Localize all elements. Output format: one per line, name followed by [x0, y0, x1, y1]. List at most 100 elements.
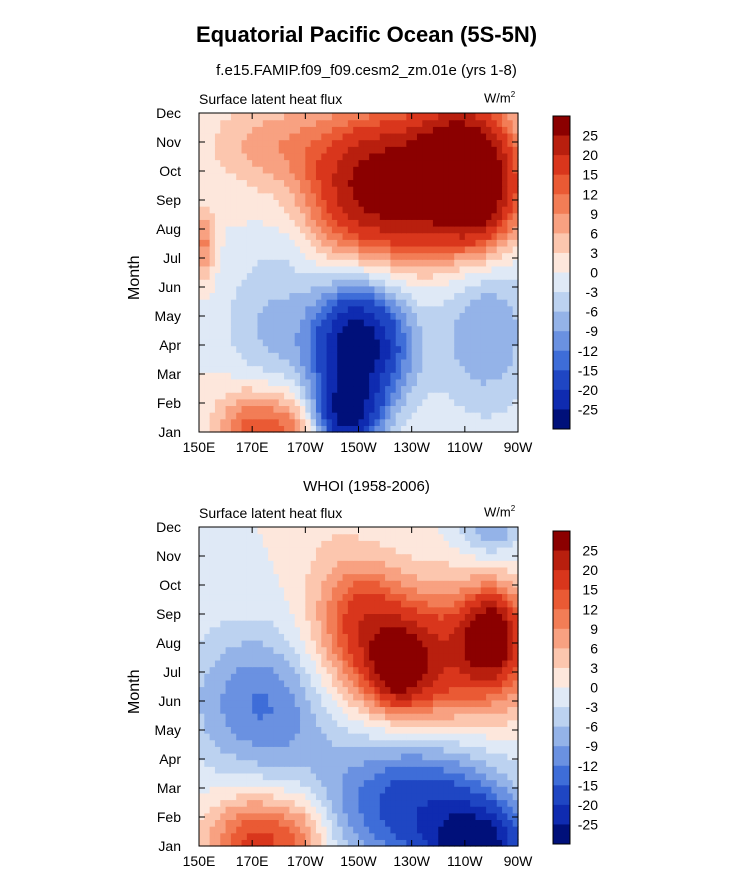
- heatmap-cell: [204, 633, 211, 641]
- heatmap-cell: [401, 312, 407, 320]
- heatmap-cell: [379, 653, 386, 661]
- heatmap-cell: [220, 132, 227, 141]
- heatmap-cell: [214, 139, 221, 147]
- heatmap-cell: [204, 812, 211, 821]
- heatmap-cell: [310, 412, 317, 420]
- heatmap-cell: [326, 633, 333, 641]
- heatmap-cell: [204, 132, 211, 141]
- heatmap-cell: [496, 358, 503, 367]
- heatmap-cell: [289, 299, 296, 307]
- heatmap-cell: [427, 206, 434, 214]
- heatmap-cell: [512, 179, 519, 187]
- heatmap-cell: [204, 199, 211, 207]
- heatmap-cell: [230, 192, 237, 200]
- heatmap-cell: [459, 666, 466, 674]
- heatmap-cell: [236, 265, 243, 274]
- heatmap-cell: [241, 225, 248, 234]
- heatmap-cell: [406, 113, 413, 121]
- heatmap-cell: [214, 225, 221, 234]
- heatmap-cell: [214, 325, 221, 333]
- heatmap-cell: [305, 659, 312, 668]
- heatmap-cell: [486, 212, 493, 220]
- heatmap-cell: [199, 839, 205, 847]
- heatmap-cell: [305, 673, 312, 681]
- heatmap-cell: [459, 673, 466, 681]
- heatmap-cell: [321, 332, 328, 340]
- heatmap-cell: [294, 152, 301, 161]
- heatmap-cell: [427, 832, 434, 840]
- heatmap-cell: [422, 659, 429, 668]
- heatmap-cell: [379, 746, 386, 754]
- heatmap-cell: [241, 232, 248, 240]
- heatmap-cell: [369, 285, 376, 294]
- heatmap-cell: [406, 332, 413, 340]
- heatmap-cell: [406, 812, 413, 821]
- heatmap-cell: [491, 832, 498, 840]
- heatmap-cell: [486, 626, 493, 634]
- heatmap-cell: [252, 305, 259, 313]
- heatmap-cell: [470, 639, 477, 648]
- heatmap-cell: [273, 319, 280, 327]
- heatmap-cell: [294, 392, 301, 400]
- heatmap-cell: [464, 146, 471, 154]
- heatmap-cell: [512, 305, 519, 313]
- heatmap-cell: [411, 219, 418, 227]
- heatmap-cell: [294, 292, 301, 300]
- heatmap-cell: [294, 819, 301, 827]
- heatmap-cell: [225, 186, 232, 194]
- heatmap-cell: [363, 239, 370, 247]
- heatmap-cell: [390, 206, 397, 214]
- heatmap-cell: [491, 639, 498, 648]
- heatmap-cell: [225, 252, 232, 260]
- heatmap-cell: [331, 232, 338, 240]
- heatmap-cell: [236, 733, 243, 741]
- heatmap-cell: [486, 679, 493, 688]
- heatmap-cell: [236, 792, 243, 801]
- heatmap-cell: [406, 719, 413, 727]
- heatmap-cell: [385, 358, 391, 367]
- heatmap-cell: [353, 199, 360, 207]
- heatmap-cell: [464, 659, 471, 668]
- heatmap-cell: [214, 365, 221, 373]
- heatmap-cell: [496, 653, 503, 661]
- heatmap-cell: [385, 633, 391, 641]
- heatmap-cell: [315, 666, 322, 674]
- heatmap-cell: [315, 272, 322, 280]
- heatmap-cell: [480, 418, 487, 426]
- heatmap-cell: [236, 358, 243, 367]
- heatmap-cell: [236, 673, 243, 681]
- heatmap-cell: [379, 779, 386, 787]
- heatmap-cell: [294, 686, 301, 694]
- heatmap-cell: [406, 746, 413, 754]
- heatmap-cell: [443, 332, 450, 340]
- heatmap-cell: [347, 358, 354, 367]
- heatmap-cell: [204, 292, 211, 300]
- heatmap-cell: [252, 752, 259, 761]
- heatmap-cell: [475, 418, 482, 426]
- heatmap-cell: [252, 713, 259, 721]
- heatmap-cell: [337, 232, 344, 240]
- heatmap-cell: [310, 766, 317, 774]
- heatmap-cell: [294, 739, 301, 747]
- heatmap-cell: [315, 398, 322, 407]
- heatmap-cell: [214, 392, 221, 400]
- heatmap-cell: [411, 733, 418, 741]
- heatmap-cell: [502, 186, 508, 194]
- heatmap-cell: [454, 172, 461, 181]
- heatmap-cell: [459, 358, 466, 367]
- heatmap-cell: [475, 405, 482, 413]
- colorbar-swatch: [553, 116, 570, 136]
- heatmap-cell: [459, 418, 466, 426]
- heatmap-cell: [284, 285, 290, 294]
- heatmap-cell: [390, 693, 397, 701]
- heatmap-cell: [427, 666, 434, 674]
- heatmap-cell: [401, 832, 407, 840]
- heatmap-cell: [416, 325, 423, 333]
- heatmap-cell: [326, 679, 333, 688]
- heatmap-cell: [432, 639, 439, 648]
- heatmap-cell: [427, 653, 434, 661]
- heatmap-cell: [464, 812, 471, 821]
- heatmap-cell: [310, 620, 317, 628]
- heatmap-cell: [374, 699, 381, 708]
- heatmap-cell: [438, 779, 445, 787]
